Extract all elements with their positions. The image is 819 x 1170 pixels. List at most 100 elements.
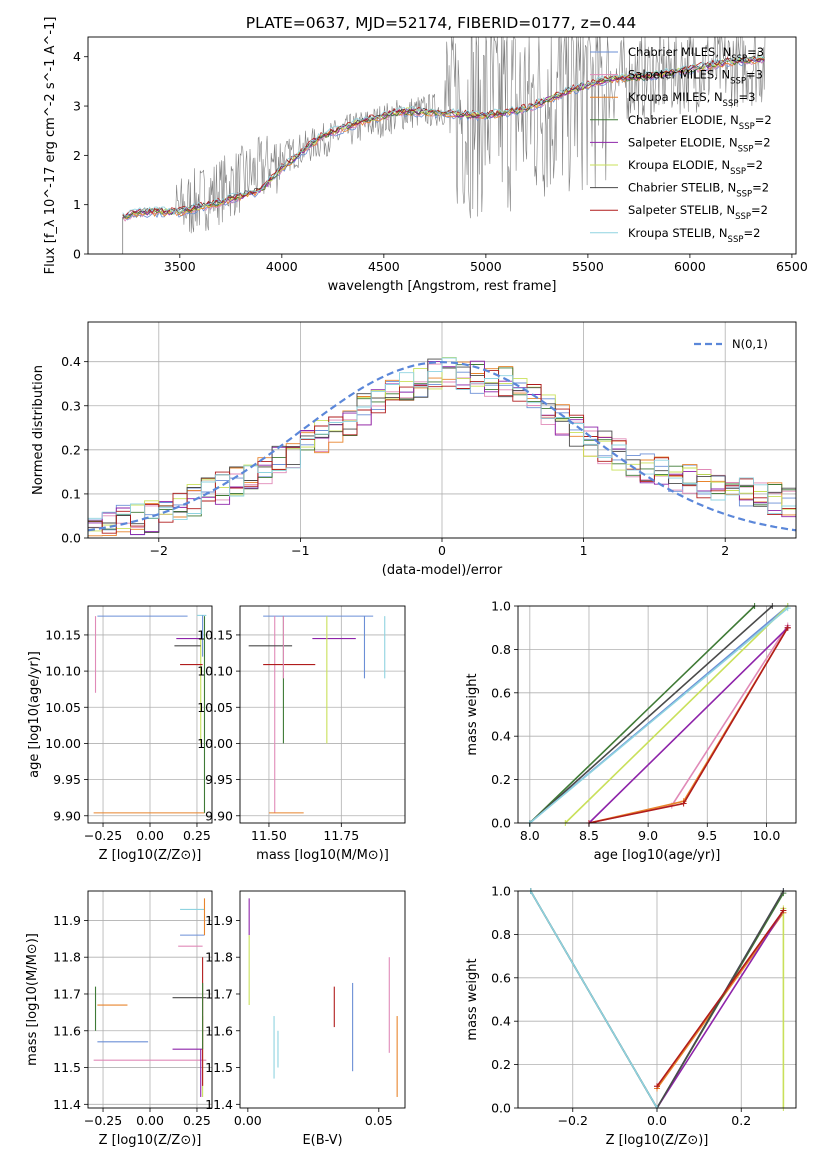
legend-tail: =3 (747, 45, 764, 59)
mass-weight-line (656, 910, 785, 1087)
legend-subscript: SSP (730, 167, 746, 177)
data-point-marker (784, 624, 791, 631)
legend-tail: =2 (755, 113, 772, 127)
legend-label: Salpeter ELODIE, NSSP=2 (628, 135, 771, 154)
y-tick-label: 0.8 (491, 642, 511, 657)
mass-weight-line (529, 890, 658, 1109)
x-tick-label: 0.0 (647, 1113, 667, 1128)
y-tick-label: 0.2 (491, 772, 511, 787)
x-axis-label: E(B-V) (302, 1133, 342, 1148)
y-tick-label: 11.4 (53, 1097, 81, 1112)
y-tick-label: 11.9 (205, 913, 233, 928)
x-axis-label: Z [log10(Z/Z⊙)] (99, 1133, 202, 1148)
x-tick-label: 9.0 (638, 828, 658, 843)
y-tick-label: 11.8 (53, 950, 81, 965)
y-tick-label: 4 (73, 49, 81, 64)
plot-area (248, 615, 386, 814)
legend-tail: =3 (746, 68, 763, 82)
y-tick-label: 10.10 (45, 664, 81, 679)
y-tick-label: 0.4 (491, 1014, 511, 1029)
x-tick-label: 11.50 (251, 828, 287, 843)
y-tick-label: 11.5 (53, 1060, 81, 1075)
y-tick-label: 11.6 (205, 1023, 233, 1038)
x-tick-label: 9.5 (697, 828, 717, 843)
legend-label: Kroupa ELODIE, NSSP=2 (628, 158, 763, 177)
y-tick-label: 10.00 (45, 736, 81, 751)
y-tick-label: 11.6 (53, 1023, 81, 1038)
legend-label: Kroupa MILES, NSSP=3 (628, 90, 755, 109)
y-tick-label: 0 (73, 247, 81, 262)
x-axis-label: age [log10(age/yr)] (594, 848, 721, 863)
legend-tail: =2 (751, 203, 768, 217)
plot-frame (87, 605, 213, 824)
y-tick-label: 0.4 (61, 354, 81, 369)
y-tick-label: 0.1 (61, 486, 81, 501)
x-tick-label: 1 (580, 543, 588, 558)
y-axis-label: Flux [f_λ 10^-17 erg cm^-2 s^-1 A^-1] (43, 17, 58, 275)
x-tick-label: 0.00 (136, 1113, 164, 1128)
y-tick-label: 9.95 (205, 772, 233, 787)
legend-label: Chabrier ELODIE, NSSP=2 (628, 113, 772, 132)
plot-area (122, 36, 766, 254)
model-spectrum-line (122, 54, 765, 217)
x-tick-label: 0.00 (136, 828, 164, 843)
y-tick-label: 11.7 (53, 986, 81, 1001)
y-tick-label: 1.0 (491, 884, 511, 899)
x-tick-label: 0 (438, 543, 446, 558)
legend-label: N(0,1) (732, 337, 768, 351)
legend-tail: =2 (746, 158, 763, 172)
normal-reference-curve (87, 360, 797, 532)
y-tick-label: 1.0 (491, 599, 511, 614)
y-tick-label: 9.95 (53, 772, 81, 787)
y-tick-label: 11.7 (205, 986, 233, 1001)
y-tick-label: 11.4 (205, 1097, 233, 1112)
plot-area (93, 898, 207, 1097)
y-tick-label: 11.5 (205, 1060, 233, 1075)
x-tick-label: 4500 (368, 259, 400, 274)
y-tick-label: 2 (73, 148, 81, 163)
y-tick-label: 0.0 (61, 531, 81, 546)
plot-frame (87, 321, 797, 539)
legend-subscript: SSP (736, 190, 752, 200)
x-tick-label: 6500 (776, 259, 808, 274)
y-tick-label: 1 (73, 197, 81, 212)
x-tick-label: 6000 (674, 259, 706, 274)
legend-tail: =2 (752, 181, 769, 195)
plot-frame (87, 890, 213, 1109)
x-tick-label: 8.5 (579, 828, 599, 843)
legend-label: Salpeter STELIB, NSSP=2 (628, 203, 768, 222)
x-axis-label: wavelength [Angstrom, rest frame] (328, 279, 557, 294)
y-tick-label: 11.9 (53, 913, 81, 928)
observed-spectrum-line (122, 36, 766, 234)
y-tick-label: 0.6 (491, 970, 511, 985)
data-point-marker (780, 907, 787, 914)
y-tick-label: 0.6 (491, 685, 511, 700)
y-tick-label: 0.0 (491, 816, 511, 831)
y-tick-label: 9.90 (205, 808, 233, 823)
data-point-marker (654, 1083, 660, 1090)
y-tick-label: 0.4 (491, 729, 511, 744)
legend-subscript: SSP (731, 54, 747, 64)
y-axis-label: age [log10(age/yr)] (27, 651, 42, 778)
mass-weight-line (564, 605, 789, 824)
y-tick-label: 9.90 (53, 808, 81, 823)
x-tick-label: 2 (721, 543, 729, 558)
x-tick-label: 8.0 (520, 828, 540, 843)
x-tick-label: 0.25 (183, 1113, 211, 1128)
legend-subscript: SSP (735, 212, 751, 222)
x-tick-label: 0.00 (234, 1113, 262, 1128)
legend-label: Chabrier STELIB, NSSP=2 (628, 181, 769, 200)
y-axis-label: mass [log10(M/M⊙)] (25, 933, 40, 1066)
x-tick-label: 5000 (470, 259, 502, 274)
mass-weight-line (529, 607, 789, 824)
panel-7: −0.2 0.0 0.2 0.0 0.2 0.4 0.6 0.8 1.0 Z [log10(Z/Z… (465, 884, 797, 1148)
x-axis-label: Z [log10(Z/Z⊙)] (99, 848, 202, 863)
y-tick-label: 10.05 (45, 700, 81, 715)
residual-histogram (87, 357, 796, 538)
y-tick-label: 0.8 (491, 927, 511, 942)
y-tick-label: 0.2 (61, 442, 81, 457)
legend-subscript: SSP (739, 122, 755, 132)
legend-subscript: SSP (728, 235, 744, 245)
panel-5: −0.25 0.00 0.25 11.4 11.5 11.6 11.7 11.8 11.9 Z [… (25, 890, 213, 1148)
y-tick-label: 10.15 (45, 627, 81, 642)
